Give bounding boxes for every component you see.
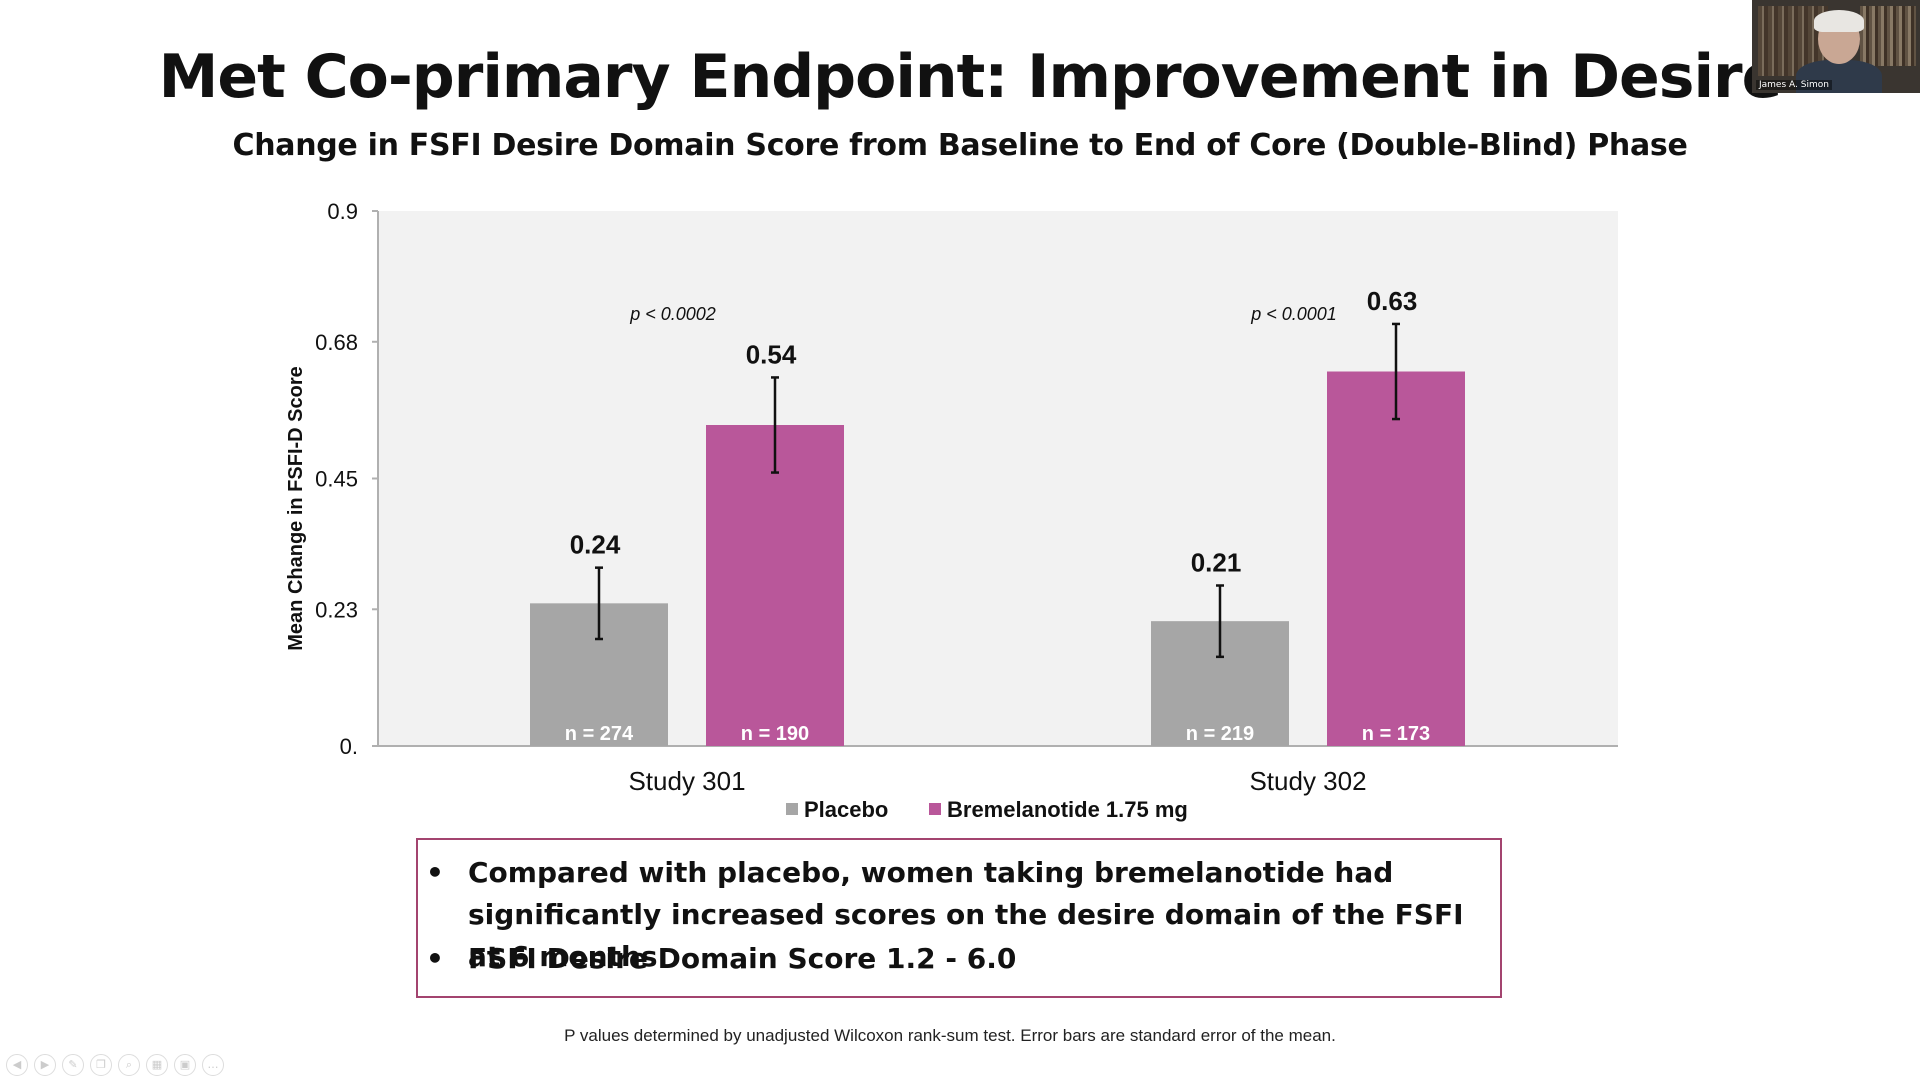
presenter-name-label: James A. Simon (1756, 80, 1832, 90)
p-value-annotation: p < 0.0002 (629, 304, 716, 324)
bar-value-label: 0.54 (746, 339, 797, 369)
prev-slide-icon[interactable]: ◀ (6, 1054, 28, 1076)
presentation-toolbar: ◀ ▶ ✎ ❐ ⌕ ▦ ▣ … (6, 1054, 224, 1076)
finding-text-2: FSFI Desire Domain Score 1.2 - 6.0 (468, 942, 1017, 975)
finding-bullet-2: • FSFI Desire Domain Score 1.2 - 6.0 (418, 938, 1488, 980)
key-findings-box: • Compared with placebo, women taking br… (416, 838, 1502, 998)
x-category-label: Study 301 (628, 766, 745, 796)
bullet-marker: • (426, 942, 444, 975)
next-slide-icon[interactable]: ▶ (34, 1054, 56, 1076)
p-value-annotation: p < 0.0001 (1250, 304, 1337, 324)
y-axis-title: Mean Change in FSFI-D Score (285, 366, 307, 650)
bar-n-label: n = 219 (1186, 723, 1254, 745)
camera-icon[interactable]: ▣ (174, 1054, 196, 1076)
presenter-video-thumbnail[interactable]: James A. Simon (1752, 0, 1920, 93)
bar (1327, 371, 1465, 746)
bar-n-label: n = 190 (741, 723, 809, 745)
legend-swatch (929, 803, 941, 815)
legend-label: Placebo (804, 797, 888, 822)
legend-label: Bremelanotide 1.75 mg (947, 797, 1188, 822)
bar-value-label: 0.63 (1367, 286, 1418, 316)
pen-icon[interactable]: ✎ (62, 1054, 84, 1076)
zoom-icon[interactable]: ⌕ (118, 1054, 140, 1076)
slide-title: Met Co-primary Endpoint: Improvement in … (158, 42, 1783, 112)
bar-n-label: n = 274 (565, 723, 634, 745)
finding-text-1: Compared with placebo, women taking brem… (468, 856, 1464, 973)
x-category-label: Study 302 (1249, 766, 1366, 796)
finding-bullet-1: • Compared with placebo, women taking br… (418, 852, 1488, 978)
bullet-marker: • (426, 856, 444, 889)
presenter-hair (1814, 10, 1864, 32)
bar-value-label: 0.24 (570, 530, 621, 560)
y-tick-label: 0.23 (315, 597, 358, 622)
legend-swatch (786, 803, 798, 815)
presenter-body (1796, 60, 1882, 93)
bar-value-label: 0.21 (1191, 548, 1242, 578)
bookshelf-background-right (1860, 6, 1916, 66)
bar-chart: 0. 0.23 0.45 0.68 0.9 Mean Change in FSFI-D S… (285, 199, 1618, 822)
footnote: P values determined by unadjusted Wilcox… (564, 1026, 1336, 1045)
bar (706, 425, 844, 746)
grid-icon[interactable]: ▦ (146, 1054, 168, 1076)
bar-n-label: n = 173 (1362, 723, 1430, 745)
y-tick-label: 0. (340, 734, 358, 759)
copy-icon[interactable]: ❐ (90, 1054, 112, 1076)
slide-subtitle: Change in FSFI Desire Domain Score from … (232, 128, 1688, 163)
y-tick-label: 0.45 (315, 467, 358, 492)
y-tick-label: 0.9 (327, 199, 358, 224)
more-icon[interactable]: … (202, 1054, 224, 1076)
y-tick-label: 0.68 (315, 330, 358, 355)
